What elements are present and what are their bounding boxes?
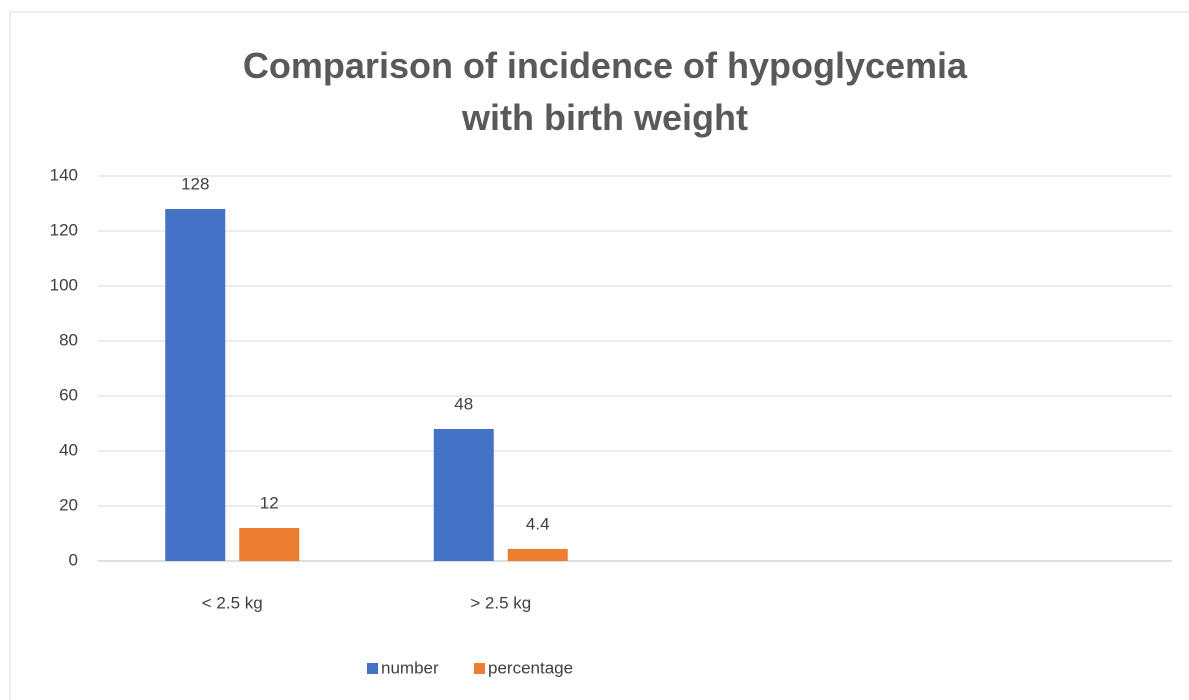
legend-swatch bbox=[474, 663, 485, 674]
bar bbox=[165, 209, 226, 561]
y-tick-label: 140 bbox=[50, 165, 78, 184]
data-label: 48 bbox=[454, 394, 473, 413]
y-tick-label: 0 bbox=[69, 550, 78, 569]
x-tick-label: > 2.5 kg bbox=[470, 593, 531, 612]
legend-label: number bbox=[381, 658, 439, 677]
data-label: 128 bbox=[181, 174, 209, 193]
data-label: 4.4 bbox=[526, 514, 550, 533]
y-tick-label: 40 bbox=[59, 440, 78, 459]
chart-border bbox=[9, 11, 1189, 700]
y-tick-label: 80 bbox=[59, 330, 78, 349]
legend-swatch bbox=[367, 663, 378, 674]
bar bbox=[507, 548, 568, 561]
bar bbox=[433, 429, 494, 561]
bar bbox=[239, 528, 300, 561]
y-tick-label: 20 bbox=[59, 495, 78, 514]
legend-label: percentage bbox=[488, 658, 573, 677]
x-tick-label: < 2.5 kg bbox=[202, 593, 263, 612]
y-tick-label: 60 bbox=[59, 385, 78, 404]
y-tick-label: 100 bbox=[50, 275, 78, 294]
y-tick-label: 120 bbox=[50, 220, 78, 239]
data-label: 12 bbox=[260, 493, 279, 512]
chart-title: Comparison of incidence of hypoglycemia … bbox=[242, 45, 968, 138]
